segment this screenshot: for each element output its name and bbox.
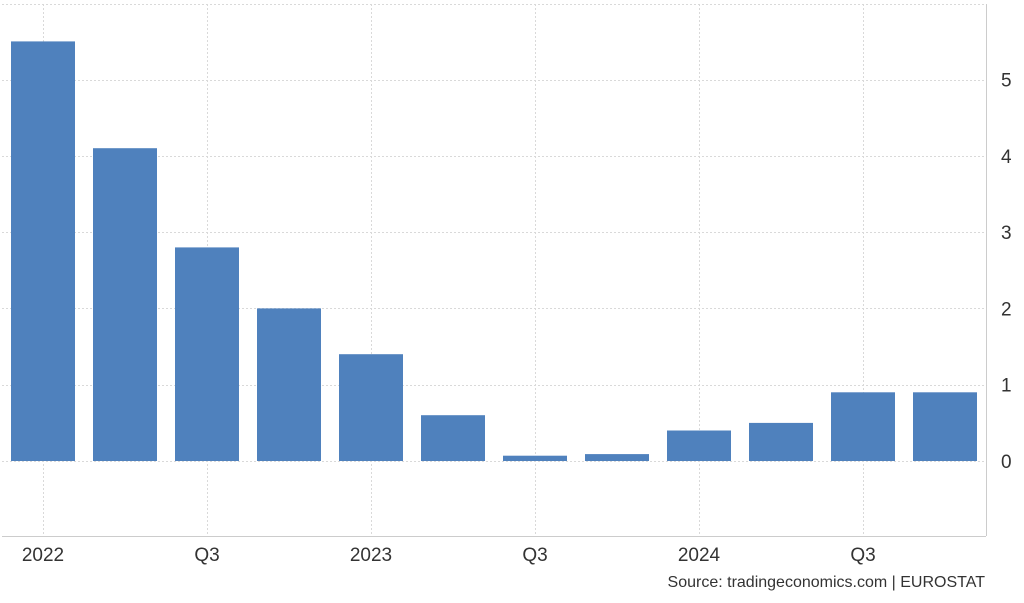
bar-2024-q2 [749, 422, 813, 461]
bar-2022-q1 [11, 41, 75, 462]
bar-2022-q3 [175, 247, 239, 461]
bar-2023-q4 [585, 454, 649, 461]
bar-2023-q2 [421, 415, 485, 461]
y-tick-label: 3 [1001, 223, 1012, 244]
bar-2022-q2 [93, 148, 157, 461]
bars [11, 41, 977, 462]
axes [2, 4, 987, 537]
bar-2024-q4 [913, 392, 977, 461]
x-tick-label: Q3 [522, 545, 547, 566]
x-tick-label: 2022 [22, 545, 64, 566]
y-tick-label: 2 [1001, 299, 1012, 320]
bar-2022-q4 [257, 308, 321, 461]
grid [2, 4, 986, 536]
y-tick-label: 1 [1001, 376, 1012, 397]
x-axis-tick-labels: 2022 Q3 2023 Q3 2024 Q3 [22, 545, 876, 566]
x-tick-label: Q3 [194, 545, 219, 566]
y-tick-label: 0 [1001, 452, 1012, 473]
y-tick-label: 5 [1001, 71, 1012, 92]
bar-2024-q1 [667, 430, 731, 461]
source-caption: Source: tradingeconomics.com | EUROSTAT [667, 574, 985, 591]
x-tick-label: Q3 [850, 545, 875, 566]
y-axis-tick-labels: 0 1 2 3 4 5 [1001, 71, 1012, 474]
bar-2023-q3 [503, 455, 567, 461]
bar-2023-q1 [339, 354, 403, 461]
bar-2024-q3 [831, 392, 895, 461]
x-tick-label: 2023 [350, 545, 392, 566]
x-tick-label: 2024 [678, 545, 721, 566]
y-tick-label: 4 [1001, 147, 1012, 168]
